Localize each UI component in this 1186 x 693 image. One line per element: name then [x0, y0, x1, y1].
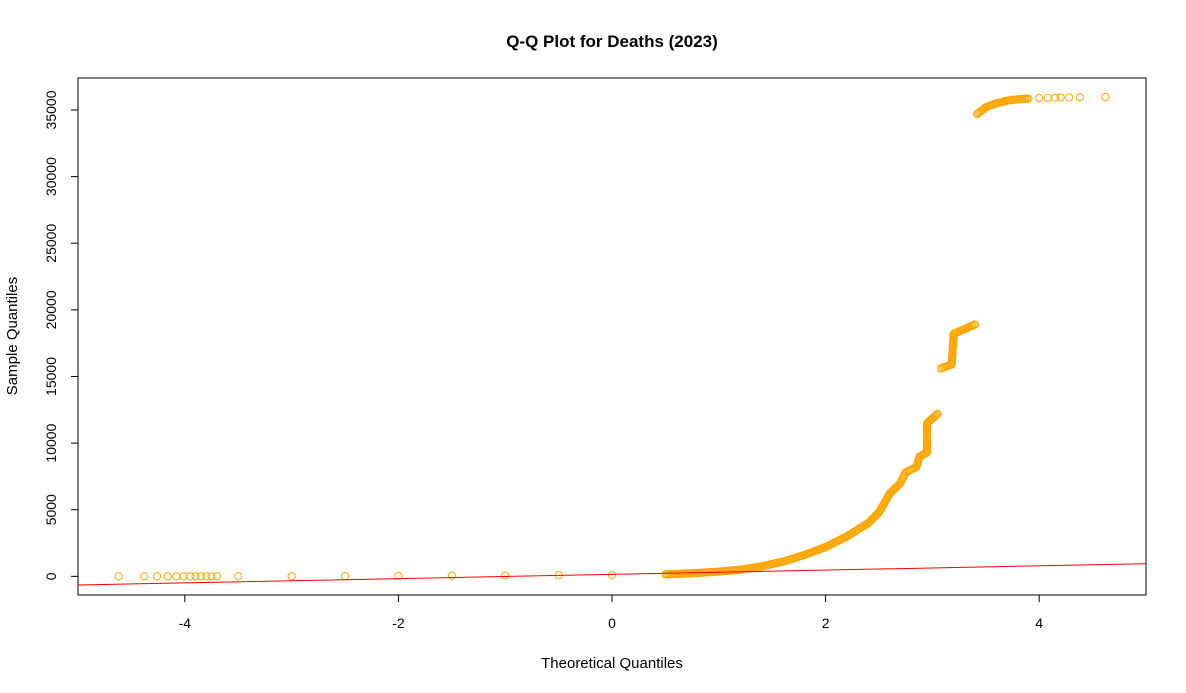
y-tick-label: 30000 [43, 157, 59, 196]
data-point [186, 572, 195, 581]
data-point [931, 411, 940, 420]
data-point [179, 572, 188, 581]
y-tick-label: 5000 [43, 494, 59, 525]
data-point [163, 572, 172, 581]
data-point [501, 571, 510, 580]
data-point [394, 571, 403, 581]
data-point [202, 572, 211, 581]
x-tick-label: 2 [822, 615, 830, 631]
plot-frame [77, 77, 1147, 596]
series-points [114, 92, 1110, 581]
x-tick-label: -4 [179, 615, 192, 631]
x-tick-label: -2 [392, 615, 405, 631]
data-point [191, 572, 200, 581]
data-point [1101, 92, 1110, 102]
qq-reference-line [78, 563, 1146, 586]
data-point [140, 572, 149, 581]
y-tick-label: 25000 [43, 224, 59, 263]
data-point [1065, 93, 1074, 102]
data-point [172, 572, 181, 581]
x-tick-label: 0 [608, 615, 616, 631]
y-axis-label: Sample Quantiles [4, 277, 21, 395]
data-point [933, 409, 942, 418]
data-point [1075, 93, 1084, 102]
data-point [1051, 93, 1060, 102]
x-tick-label: 4 [1035, 615, 1043, 631]
data-point [234, 572, 243, 581]
y-tick-label: 0 [43, 572, 59, 580]
y-tick-label: 20000 [43, 290, 59, 329]
data-point [971, 320, 980, 329]
data-point [1035, 93, 1044, 103]
data-point [114, 572, 123, 581]
data-point [287, 572, 296, 581]
data-point [932, 410, 941, 419]
data-point [447, 571, 456, 580]
data-point [607, 570, 617, 580]
data-point [340, 571, 350, 581]
data-point [1043, 93, 1052, 103]
x-axis-label: Theoretical Quantiles [541, 655, 683, 672]
data-point [212, 572, 221, 581]
plot-area: -4 -2 0 2 4 0 5000 10000 15000 20000 25000 30000 350… [43, 77, 1147, 631]
y-tick-label: 10000 [43, 423, 59, 462]
data-point [196, 572, 205, 581]
y-tick-label: 15000 [43, 357, 59, 396]
y-tick-label: 35000 [43, 90, 59, 129]
data-point [152, 572, 162, 581]
data-point [207, 572, 216, 581]
chart-title: Q-Q Plot for Deaths (2023) [506, 32, 718, 51]
data-point [1024, 94, 1033, 103]
data-point [1056, 93, 1065, 102]
